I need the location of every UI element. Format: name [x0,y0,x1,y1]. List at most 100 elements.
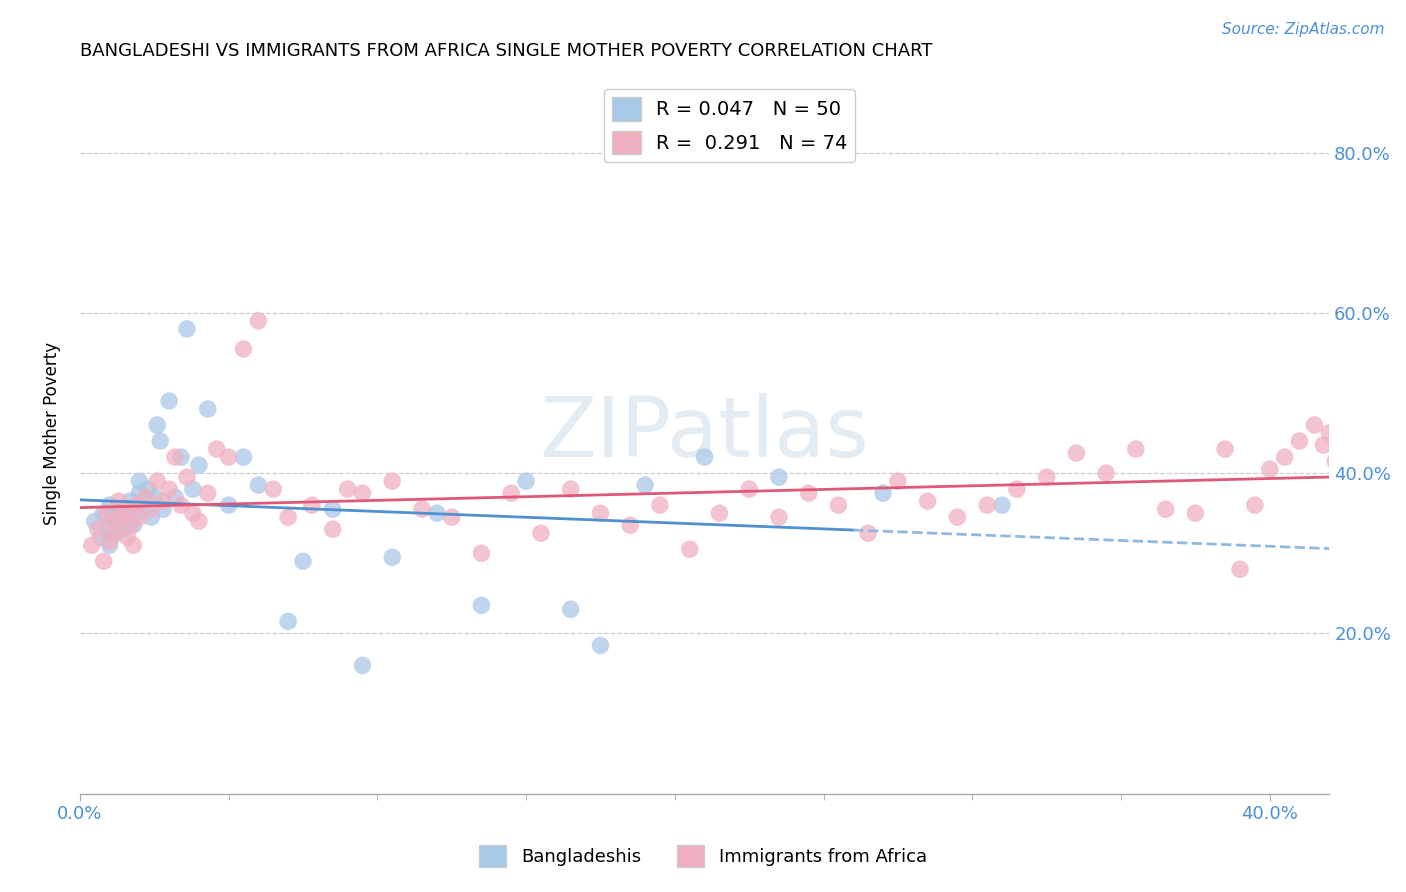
Point [247,314,270,328]
Point [1317,425,1340,440]
Point [114,502,136,516]
Point [187,458,209,472]
Point [134,498,156,512]
Point [991,498,1014,512]
Point [122,538,145,552]
Point [104,526,127,541]
Point [120,494,142,508]
Point [634,478,657,492]
Point [101,510,124,524]
Y-axis label: Single Mother Poverty: Single Mother Poverty [44,342,60,524]
Point [709,506,731,520]
Point [515,474,537,488]
Point [152,502,174,516]
Point [107,514,129,528]
Point [501,486,523,500]
Point [917,494,939,508]
Point [143,490,166,504]
Point [887,474,910,488]
Point [381,550,404,565]
Point [146,417,169,432]
Point [1229,562,1251,576]
Point [90,530,112,544]
Point [262,482,284,496]
Point [125,498,148,512]
Point [648,498,671,512]
Point [560,482,582,496]
Point [470,599,492,613]
Point [205,442,228,456]
Point [411,502,433,516]
Point [128,474,150,488]
Point [218,450,240,464]
Point [1125,442,1147,456]
Point [122,518,145,533]
Point [98,534,121,549]
Point [165,450,187,464]
Point [560,602,582,616]
Point [336,482,359,496]
Point [738,482,761,496]
Point [110,502,132,516]
Point [128,486,150,500]
Point [440,510,463,524]
Point [247,478,270,492]
Point [149,434,172,448]
Point [1312,438,1334,452]
Point [83,514,105,528]
Point [104,526,127,541]
Point [98,498,121,512]
Point [872,486,894,500]
Point [157,394,180,409]
Point [141,502,163,516]
Point [181,482,204,496]
Point [114,502,136,516]
Point [93,506,115,520]
Point [170,498,193,512]
Point [1066,446,1088,460]
Point [187,514,209,528]
Point [1303,417,1326,432]
Point [1213,442,1236,456]
Point [1035,470,1057,484]
Point [1154,502,1177,516]
Point [381,474,404,488]
Point [589,506,612,520]
Text: Source: ZipAtlas.com: Source: ZipAtlas.com [1222,22,1385,37]
Point [1095,466,1118,480]
Point [530,526,553,541]
Point [1258,462,1281,476]
Point [768,470,790,484]
Point [176,470,198,484]
Point [87,522,110,536]
Point [181,506,204,520]
Point [197,402,219,417]
Point [693,450,716,464]
Point [589,639,612,653]
Point [157,482,180,496]
Point [197,486,219,500]
Text: BANGLADESHI VS IMMIGRANTS FROM AFRICA SINGLE MOTHER POVERTY CORRELATION CHART: BANGLADESHI VS IMMIGRANTS FROM AFRICA SI… [80,42,932,60]
Point [1005,482,1028,496]
Point [218,498,240,512]
Point [128,510,150,524]
Point [110,510,132,524]
Point [232,342,254,356]
Point [322,522,344,536]
Point [120,518,142,533]
Point [856,526,879,541]
Point [146,474,169,488]
Point [117,510,139,524]
Point [976,498,998,512]
Point [96,506,118,520]
Point [352,486,374,500]
Point [117,530,139,544]
Point [322,502,344,516]
Point [827,498,849,512]
Point [679,542,702,557]
Point [176,322,198,336]
Point [1184,506,1206,520]
Point [170,450,193,464]
Point [134,490,156,504]
Point [96,522,118,536]
